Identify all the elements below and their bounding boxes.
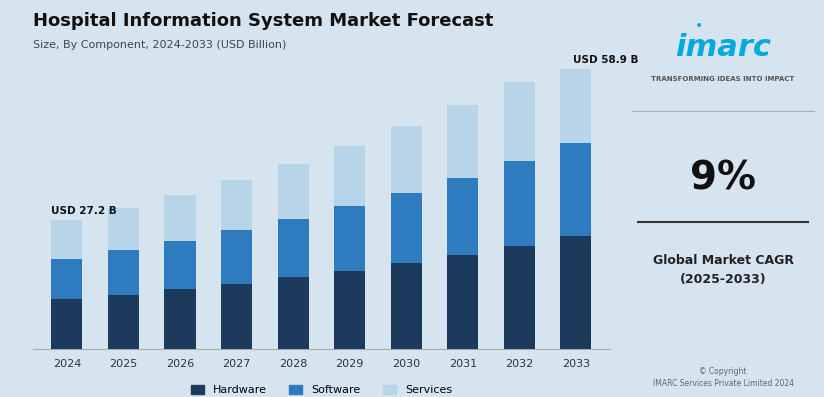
Text: USD 58.9 B: USD 58.9 B: [573, 55, 639, 65]
Bar: [165, 241, 195, 289]
Text: 9%: 9%: [690, 160, 756, 198]
Bar: [51, 259, 82, 299]
Bar: [221, 180, 252, 230]
Text: •: •: [695, 19, 703, 33]
Bar: [334, 206, 365, 271]
Bar: [165, 195, 195, 241]
Bar: [278, 278, 309, 349]
Bar: [108, 295, 139, 349]
Bar: [560, 143, 592, 236]
Text: Size, By Component, 2024-2033 (USD Billion): Size, By Component, 2024-2033 (USD Billi…: [33, 40, 286, 50]
Bar: [391, 263, 422, 349]
Bar: [391, 193, 422, 263]
Bar: [108, 250, 139, 295]
Bar: [503, 82, 535, 161]
Legend: Hardware, Software, Services: Hardware, Software, Services: [186, 380, 456, 397]
Text: © Copyright
IMARC Services Private Limited 2024: © Copyright IMARC Services Private Limit…: [653, 367, 794, 387]
Bar: [221, 283, 252, 349]
Bar: [165, 289, 195, 349]
Bar: [221, 230, 252, 283]
Bar: [447, 178, 478, 255]
Bar: [278, 164, 309, 219]
Bar: [51, 220, 82, 259]
Text: imarc: imarc: [675, 33, 771, 62]
Bar: [278, 219, 309, 278]
Bar: [51, 299, 82, 349]
Bar: [560, 236, 592, 349]
Bar: [503, 246, 535, 349]
Text: Global Market CAGR
(2025-2033): Global Market CAGR (2025-2033): [653, 254, 794, 286]
Text: TRANSFORMING IDEAS INTO IMPACT: TRANSFORMING IDEAS INTO IMPACT: [652, 76, 794, 83]
Bar: [560, 69, 592, 143]
Bar: [503, 161, 535, 246]
Bar: [334, 271, 365, 349]
Bar: [391, 126, 422, 193]
Bar: [334, 146, 365, 206]
Bar: [447, 255, 478, 349]
Text: Hospital Information System Market Forecast: Hospital Information System Market Forec…: [33, 12, 494, 30]
Text: USD 27.2 B: USD 27.2 B: [51, 206, 117, 216]
Bar: [108, 208, 139, 250]
Bar: [447, 106, 478, 178]
